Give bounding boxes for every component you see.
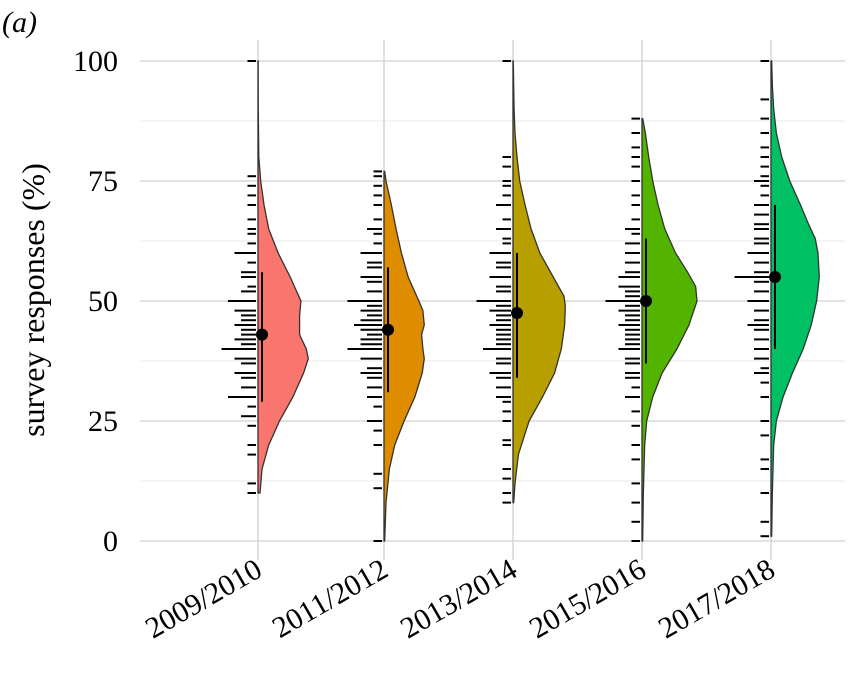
mean-point: [640, 295, 652, 307]
mean-point: [256, 328, 268, 341]
x-tick-label: 2013/2014: [395, 552, 523, 645]
mean-point: [382, 323, 394, 336]
violin-group: [347, 170, 425, 542]
violin-group: [476, 60, 566, 504]
y-tick-label: 50: [88, 285, 118, 318]
y-tick-label: 75: [88, 165, 118, 198]
x-tick-label: 2009/2010: [140, 552, 268, 645]
x-axis: 2009/2010 2011/2012 2013/2014 2015/2016 2017…: [140, 552, 781, 645]
violin-shape: [770, 60, 820, 537]
y-tick-label: 25: [88, 405, 118, 438]
violin-group: [734, 60, 820, 538]
y-tick-label: 0: [103, 525, 118, 558]
y-axis: 0 25 50 75 100: [73, 45, 118, 558]
x-tick-label: 2015/2016: [524, 552, 652, 645]
y-axis-title: survey responses (%): [15, 163, 51, 437]
x-tick-label: 2017/2018: [653, 552, 781, 645]
violin-shape: [512, 60, 566, 504]
panel-label: (a): [2, 6, 37, 39]
mean-point: [769, 271, 781, 283]
violin-shape: [641, 117, 698, 542]
violin-group: [605, 117, 698, 542]
violin-shape: [383, 170, 425, 542]
violin-shape: [257, 60, 309, 494]
mean-point: [511, 307, 523, 319]
violin-layer: [221, 60, 820, 542]
violin-group: [221, 60, 309, 494]
x-tick-label: 2011/2012: [267, 552, 394, 644]
y-tick-label: 100: [73, 45, 118, 78]
